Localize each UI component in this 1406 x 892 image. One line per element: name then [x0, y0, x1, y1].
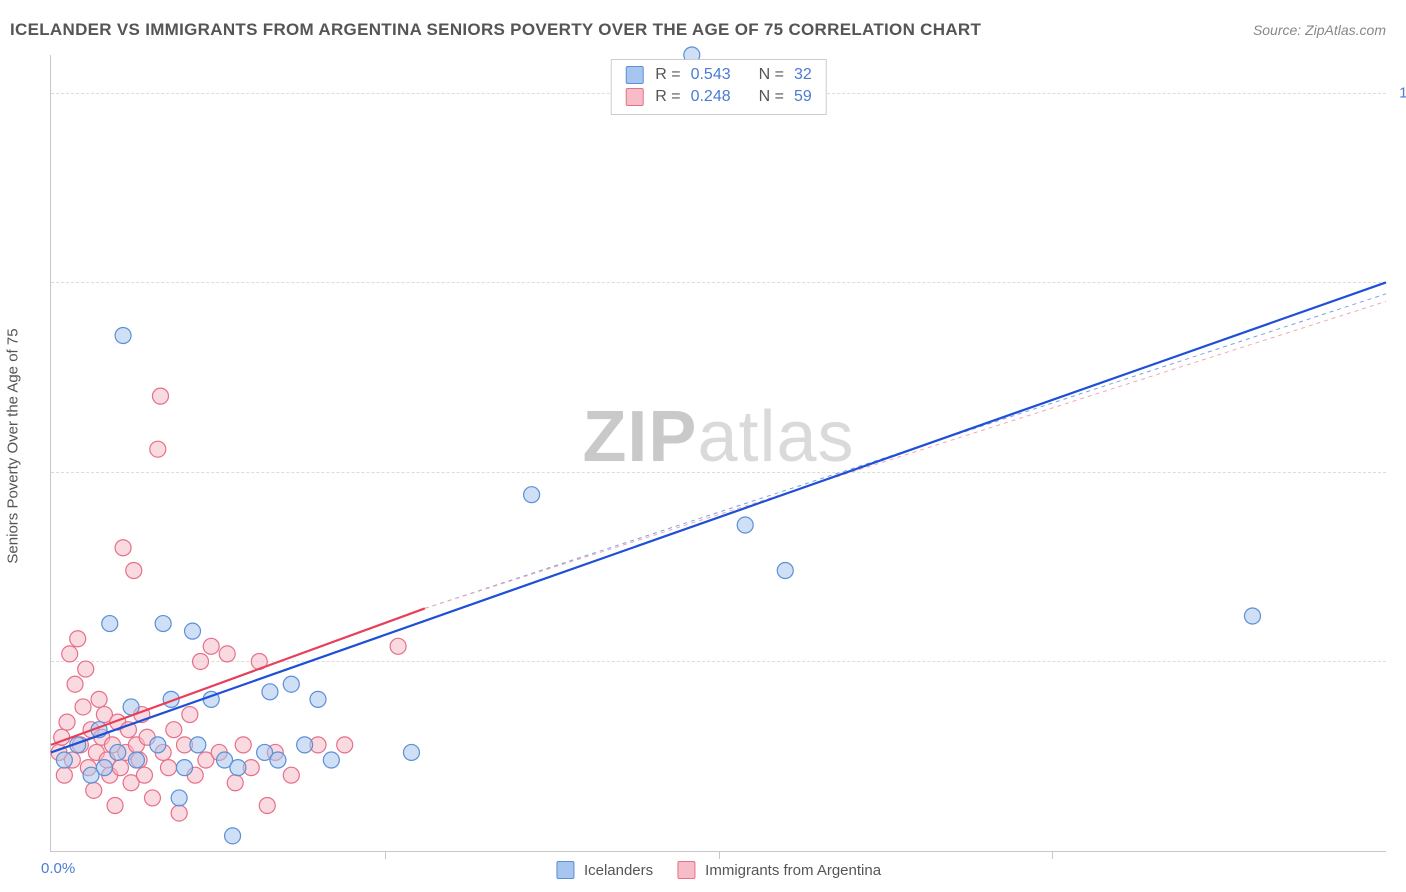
- legend-swatch-1: [677, 861, 695, 879]
- data-point: [203, 638, 219, 654]
- data-point: [193, 653, 209, 669]
- stats-r-label: R =: [655, 64, 680, 86]
- data-point: [115, 540, 131, 556]
- data-point: [337, 737, 353, 753]
- data-point: [737, 517, 753, 533]
- stats-n-label: N =: [759, 64, 784, 86]
- x-tick: [385, 851, 386, 859]
- data-point: [390, 638, 406, 654]
- data-point: [219, 646, 235, 662]
- stats-swatch-1: [625, 88, 643, 106]
- data-point: [166, 722, 182, 738]
- data-point: [70, 631, 86, 647]
- data-point: [144, 790, 160, 806]
- data-point: [155, 616, 171, 632]
- data-point: [283, 767, 299, 783]
- legend-label-0: Icelanders: [584, 862, 653, 879]
- data-point: [150, 737, 166, 753]
- data-point: [56, 767, 72, 783]
- x-origin-label: 0.0%: [41, 860, 75, 877]
- data-point: [126, 563, 142, 579]
- data-point: [225, 828, 241, 844]
- stats-n-label: N =: [759, 86, 784, 108]
- stats-r-value-1: 0.248: [691, 86, 731, 108]
- data-point: [259, 798, 275, 814]
- data-point: [136, 767, 152, 783]
- x-tick: [719, 851, 720, 859]
- data-point: [75, 699, 91, 715]
- data-point: [152, 388, 168, 404]
- data-point: [1245, 608, 1261, 624]
- data-point: [96, 760, 112, 776]
- data-point: [524, 487, 540, 503]
- y-axis-label: Seniors Poverty Over the Age of 75: [5, 328, 22, 563]
- trend-line: [425, 301, 1386, 608]
- data-point: [403, 744, 419, 760]
- legend-label-1: Immigrants from Argentina: [705, 862, 881, 879]
- data-point: [112, 760, 128, 776]
- data-point: [160, 760, 176, 776]
- stats-n-value-0: 32: [794, 64, 812, 86]
- data-point: [310, 691, 326, 707]
- data-point: [235, 737, 251, 753]
- data-point: [230, 760, 246, 776]
- data-point: [270, 752, 286, 768]
- stats-row-1: R = 0.248 N = 59: [625, 86, 812, 108]
- stats-r-label: R =: [655, 86, 680, 108]
- data-point: [150, 441, 166, 457]
- data-point: [67, 676, 83, 692]
- data-point: [777, 563, 793, 579]
- data-point: [128, 752, 144, 768]
- data-point: [115, 327, 131, 343]
- legend: Icelanders Immigrants from Argentina: [556, 861, 881, 879]
- chart-area: ZIPatlas 25.0%50.0%75.0%100.0% R = 0.543…: [50, 55, 1386, 852]
- stats-r-value-0: 0.543: [691, 64, 731, 86]
- data-point: [59, 714, 75, 730]
- data-point: [102, 616, 118, 632]
- scatter-plot: [51, 55, 1386, 851]
- legend-item-0: Icelanders: [556, 861, 653, 879]
- data-point: [182, 707, 198, 723]
- stats-box: R = 0.543 N = 32 R = 0.248 N = 59: [610, 59, 827, 115]
- stats-swatch-0: [625, 66, 643, 84]
- data-point: [91, 691, 107, 707]
- data-point: [86, 782, 102, 798]
- data-point: [227, 775, 243, 791]
- y-tick-label: 100.0%: [1399, 84, 1406, 101]
- data-point: [190, 737, 206, 753]
- stats-row-0: R = 0.543 N = 32: [625, 64, 812, 86]
- x-tick: [1052, 851, 1053, 859]
- data-point: [262, 684, 278, 700]
- data-point: [56, 752, 72, 768]
- trend-line: [51, 282, 1386, 752]
- data-point: [177, 760, 193, 776]
- data-point: [297, 737, 313, 753]
- data-point: [185, 623, 201, 639]
- data-point: [171, 805, 187, 821]
- stats-n-value-1: 59: [794, 86, 812, 108]
- data-point: [323, 752, 339, 768]
- chart-title: ICELANDER VS IMMIGRANTS FROM ARGENTINA S…: [10, 20, 981, 40]
- data-point: [78, 661, 94, 677]
- legend-item-1: Immigrants from Argentina: [677, 861, 881, 879]
- data-point: [107, 798, 123, 814]
- source-label: Source: ZipAtlas.com: [1253, 22, 1386, 38]
- legend-swatch-0: [556, 861, 574, 879]
- data-point: [171, 790, 187, 806]
- data-point: [62, 646, 78, 662]
- data-point: [110, 744, 126, 760]
- data-point: [283, 676, 299, 692]
